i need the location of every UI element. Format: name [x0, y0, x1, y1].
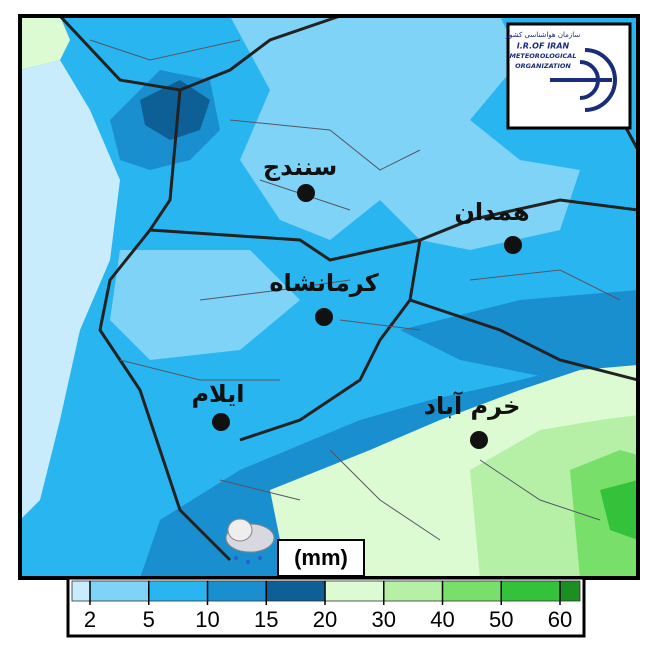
unit-label: (mm) [294, 545, 348, 570]
cities: سنندج همدان کرمانشاه ایلام خرم آباد [191, 153, 530, 449]
legend-tick-label: 20 [313, 607, 337, 632]
city-dot [297, 184, 315, 202]
legend-swatch [442, 580, 502, 602]
legend-swatch [500, 580, 561, 602]
region [140, 80, 210, 140]
logo-text: METEOROLOGICAL [510, 52, 577, 60]
legend-swatch [89, 580, 150, 602]
city-label: همدان [454, 198, 529, 226]
logo-box [506, 22, 632, 130]
province-border [58, 16, 638, 562]
legend-tick-label: 10 [195, 607, 219, 632]
legend-swatch [71, 580, 91, 602]
city-label: ایلام [191, 380, 244, 408]
legend-tick-label: 50 [489, 607, 513, 632]
city-dot [212, 413, 230, 431]
region [600, 480, 638, 540]
legend-swatch [265, 580, 326, 602]
unit-box [277, 539, 365, 577]
region [230, 16, 520, 240]
region [110, 250, 300, 360]
logo-text: سازمان هواشناسی کشور [505, 31, 581, 39]
region [400, 290, 638, 380]
logo-emblem [550, 48, 617, 112]
weather-icon [225, 518, 275, 564]
region [20, 16, 70, 70]
city-label: سنندج [263, 153, 337, 181]
legend-tick-label: 15 [254, 607, 278, 632]
legend-tick-label: 60 [548, 607, 572, 632]
legend-swatch [324, 580, 385, 602]
region [570, 450, 638, 578]
legend-tick-label: 2 [84, 607, 96, 632]
legend-swatch [383, 580, 443, 602]
legend-tick-label: 30 [372, 607, 396, 632]
city-dot [315, 308, 333, 326]
legend: 2 5 10 15 20 30 40 50 60 [71, 580, 581, 632]
city-dot [504, 236, 522, 254]
city-label: کرمانشاه [269, 269, 378, 297]
logo: سازمان هواشناسی کشور I.R.OF IRAN METEORO… [505, 22, 632, 130]
legend-tick-label: 5 [143, 607, 155, 632]
legend-swatch [559, 580, 581, 602]
legend-swatch [207, 580, 267, 602]
legend-tick-label: 40 [430, 607, 454, 632]
city-dot [470, 431, 488, 449]
region [380, 120, 580, 250]
logo-text: ORGANIZATION [515, 62, 571, 70]
city-label: خرم آباد [424, 391, 521, 420]
region [20, 60, 120, 520]
legend-swatch [148, 580, 208, 602]
logo-text: I.R.OF IRAN [517, 42, 570, 51]
